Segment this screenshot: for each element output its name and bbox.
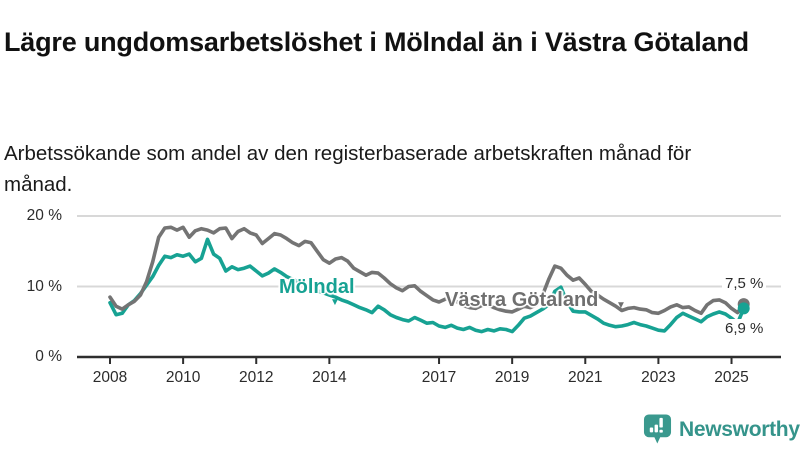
y-tick-label: 20 % bbox=[26, 207, 62, 224]
page-subtitle: Arbetssökande som andel av den registerb… bbox=[4, 141, 692, 197]
series-label-vastra-gotaland: Västra Götaland bbox=[445, 289, 599, 311]
x-tick-label: 2008 bbox=[92, 369, 128, 386]
newsworthy-logo-icon bbox=[643, 413, 672, 445]
end-value-label-molndal: 6,9 % bbox=[722, 319, 767, 338]
y-tick-label: 10 % bbox=[26, 277, 62, 295]
x-tick-label: 2014 bbox=[312, 369, 347, 386]
x-tick-label: 2019 bbox=[494, 369, 530, 386]
y-tick-label: 0 % bbox=[35, 348, 62, 365]
series-label-molndal: Mölndal bbox=[279, 276, 355, 298]
series-end-dot-m-lndal bbox=[737, 302, 750, 315]
series-line-m-lndal bbox=[108, 237, 746, 334]
newsworthy-logo-text: Newsworthy bbox=[679, 417, 800, 441]
end-value-label-vastra-gotaland: 7,5 % bbox=[722, 274, 767, 293]
x-tick-label: 2023 bbox=[641, 369, 676, 386]
newsworthy-logo[interactable]: Newsworthy bbox=[643, 413, 800, 445]
x-tick-label: 2012 bbox=[238, 369, 274, 386]
x-tick-label: 2010 bbox=[165, 369, 201, 386]
vastra-gotaland-line-pointer-icon bbox=[616, 301, 626, 311]
molndal-line-pointer-icon bbox=[330, 298, 340, 308]
x-tick-label: 2021 bbox=[568, 369, 603, 386]
page-title: Lägre ungdomsarbetslöshet i Mölndal än i… bbox=[4, 27, 749, 58]
x-tick-label: 2025 bbox=[714, 369, 749, 386]
series-line-v-stra-g-taland bbox=[108, 225, 746, 316]
x-tick-label: 2017 bbox=[421, 369, 457, 386]
